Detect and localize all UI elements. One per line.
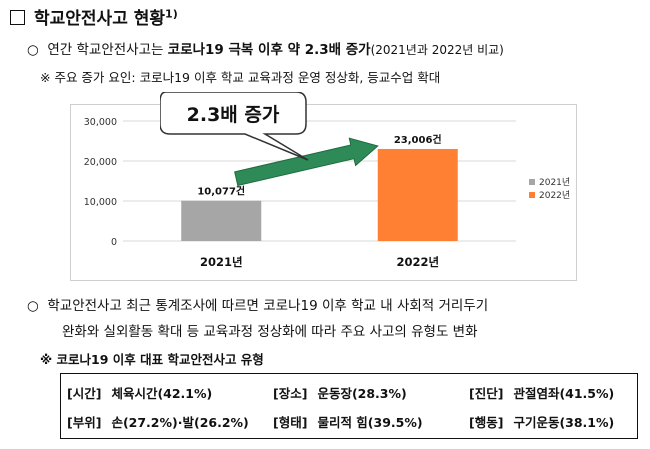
legend-label: 2022년 [539, 190, 570, 201]
data-label: 10,077건 [197, 185, 245, 198]
paragraph-annual-increase: ○ 연간 학교안전사고는 코로나19 극복 이후 약 2.3배 증가(2021년… [27, 38, 504, 58]
legend-label: 2021년 [539, 177, 570, 188]
y-tick-label: 10,000 [84, 197, 117, 208]
type-cell: [행동] 구기운동(38.1%) [469, 415, 615, 430]
paragraph-survey-line1: ○ 학교안전사고 최근 통계조사에 따르면 코로나19 이후 학교 내 사회적 … [27, 294, 488, 314]
checkbox-square-icon [10, 10, 25, 25]
type-cell: [형태] 물리적 힘(39.5%) [273, 415, 423, 430]
callout-text: 2.3배 증가 [187, 104, 280, 126]
bullet: ○ [27, 298, 39, 314]
type-cell: [진단] 관절염좌(41.5%) [469, 386, 615, 401]
type-cell: [시간] 체육시간(42.1%) [67, 386, 213, 401]
note-main-factors: ※ 주요 증가 요인: 코로나19 이후 학교 교육과정 운영 정상화, 등교수… [40, 70, 441, 85]
legend-swatch [529, 192, 535, 198]
paragraph-survey-line2: 완화와 실외활동 확대 등 교육과정 정상화에 따라 주요 사고의 유형도 변화 [62, 324, 478, 340]
data-label: 23,006건 [394, 133, 442, 146]
type-cell: [부위] 손(27.2%)·발(26.2%) [67, 415, 249, 430]
increase-arrow-icon [234, 137, 379, 187]
title-text: 학교안전사고 현황 [34, 9, 166, 29]
bullet: ○ [27, 42, 39, 58]
note-representative-types: ※ 코로나19 이후 대표 학교안전사고 유형 [40, 352, 264, 367]
title-footnote: 1) [165, 7, 178, 21]
chart-svg: 0 10,000 20,000 30,000 10,077건 2021년 23,006건 20… [84, 117, 570, 269]
para1-prefix: 연간 학교안전사고는 [47, 42, 168, 58]
para2-line1: 학교안전사고 최근 통계조사에 따르면 코로나19 이후 학교 내 사회적 거리… [47, 298, 489, 314]
bar-chart: 0 10,000 20,000 30,000 10,077건 2021년 23,006건 20… [70, 104, 577, 281]
type-cell: [장소] 운동장(28.3%) [273, 386, 407, 401]
callout-shape [160, 92, 309, 161]
x-category-label: 2022년 [396, 255, 439, 269]
accident-types-box: [시간] 체육시간(42.1%) [장소] 운동장(28.3%) [진단] 관절염좌(… [60, 373, 638, 439]
y-tick-label: 30,000 [84, 117, 117, 128]
bar-2021년 [181, 200, 262, 241]
para1-bold: 코로나19 극복 이후 약 2.3배 증가 [167, 42, 371, 58]
para1-suffix: (2021년과 2022년 비교) [370, 43, 504, 57]
page-title: 학교안전사고 현황1) [10, 4, 178, 29]
y-tick-label: 0 [111, 237, 117, 248]
x-category-label: 2021년 [200, 255, 243, 269]
legend-swatch [529, 179, 535, 185]
callout-balloon: 2.3배 증가 [160, 92, 309, 161]
y-tick-label: 20,000 [84, 157, 117, 168]
bar-2022년 [377, 148, 458, 241]
